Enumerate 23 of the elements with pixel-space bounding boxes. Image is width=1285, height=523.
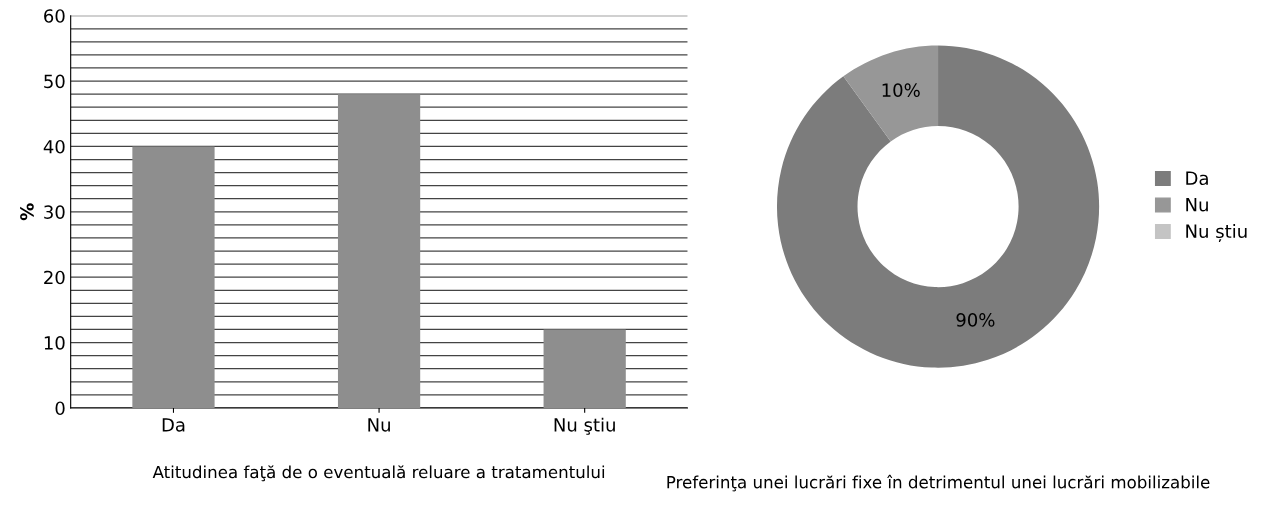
y-tick-label: 10 <box>44 336 65 350</box>
y-tick-label: 40 <box>43 139 65 154</box>
y-axis-title: % <box>20 203 34 221</box>
y-tick-label: 20 <box>44 270 65 285</box>
donut-slice <box>776 45 1100 368</box>
bar <box>543 329 626 408</box>
legend-label: Nu <box>1186 198 1208 212</box>
text: Atitudinea faţă de o eventuală reluare a tratamentului <box>152 465 605 482</box>
legend-label: Nu știu <box>1186 224 1247 243</box>
x-tick-label: Nu ştiu <box>554 417 615 435</box>
y-tick-label: 50 <box>44 74 65 89</box>
y-tick-label: 60 <box>44 9 65 23</box>
donut-slice <box>843 45 939 142</box>
legend-label: Da <box>1186 171 1208 186</box>
data-label: 90% <box>956 313 995 327</box>
y-tick-label: 0 <box>55 401 65 416</box>
x-tick-label: Da <box>162 418 185 432</box>
data-label: 10% <box>882 83 920 97</box>
x-tick-label: Nu <box>368 418 390 432</box>
text: Preferinţa unei lucrări fixe în detrimentul unei lucrări mobilizabile <box>667 474 1210 492</box>
bar <box>337 94 421 408</box>
y-tick-label: 30 <box>44 205 65 219</box>
bar <box>132 146 215 408</box>
